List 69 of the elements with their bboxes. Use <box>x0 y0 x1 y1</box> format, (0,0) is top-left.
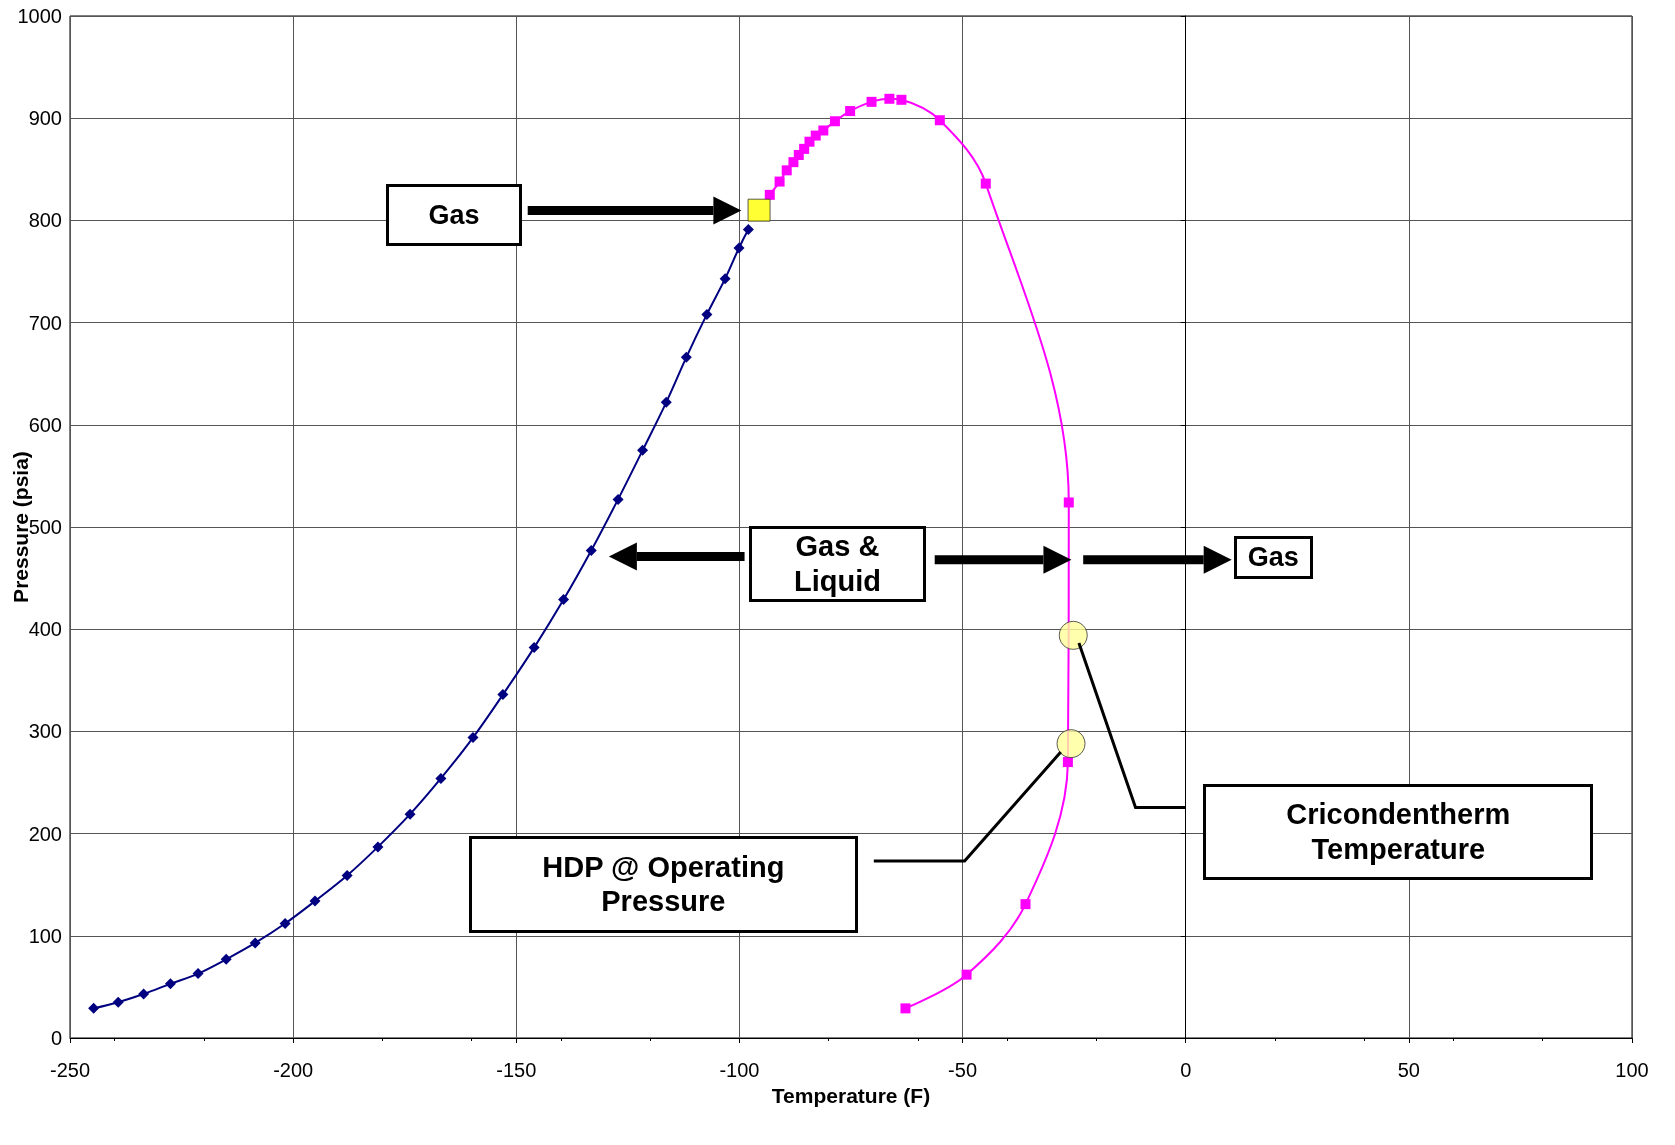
x-tick-label: -200 <box>273 1059 314 1081</box>
x-tick-label: -150 <box>496 1059 537 1081</box>
point <box>372 841 384 853</box>
point <box>341 870 353 881</box>
point <box>1056 729 1086 759</box>
point <box>845 106 856 117</box>
point <box>1063 497 1074 508</box>
point <box>961 969 972 980</box>
x-tick-label: -100 <box>719 1059 760 1081</box>
point <box>742 224 754 236</box>
text-box: Gas <box>386 183 522 246</box>
point <box>900 1003 911 1014</box>
point <box>747 198 771 222</box>
text-box: Gas <box>1233 536 1313 579</box>
text-box: Gas & Liquid <box>749 525 926 603</box>
y-tick-label: 900 <box>28 107 62 130</box>
point <box>585 545 597 557</box>
point <box>404 808 416 820</box>
y-tick-label: 0 <box>50 1027 62 1049</box>
point <box>558 594 570 606</box>
point <box>467 732 479 744</box>
point <box>680 351 692 363</box>
y-tick-label: 200 <box>28 822 62 845</box>
point <box>829 116 840 127</box>
point <box>528 642 540 654</box>
point <box>818 125 829 136</box>
point <box>192 968 204 980</box>
point <box>866 96 877 107</box>
y-tick-label: 700 <box>28 311 62 334</box>
point <box>781 165 792 176</box>
x-tick-label: 0 <box>1180 1059 1192 1081</box>
point <box>612 493 624 505</box>
y-tick-label: 1000 <box>17 5 62 27</box>
point <box>279 918 291 930</box>
point <box>1058 620 1088 650</box>
text-box: HDP @ Operating Pressure <box>468 836 858 933</box>
point <box>934 115 945 126</box>
point <box>435 772 447 784</box>
point <box>774 176 785 187</box>
point <box>88 1002 100 1014</box>
x-tick-label: -250 <box>49 1059 91 1081</box>
point <box>112 996 124 1008</box>
y-tick-label: 400 <box>28 618 62 641</box>
y-tick-label: 100 <box>28 924 62 947</box>
point <box>1020 899 1031 910</box>
point <box>660 396 672 408</box>
point <box>733 242 745 254</box>
point <box>138 988 150 1000</box>
point <box>164 978 176 990</box>
point <box>497 689 509 701</box>
y-tick-label: 600 <box>28 413 62 436</box>
x-tick-label: 100 <box>1615 1059 1649 1081</box>
point <box>637 444 649 456</box>
x-tick-label: -50 <box>948 1059 978 1081</box>
point <box>719 273 731 285</box>
point <box>309 895 321 907</box>
y-tick-label: 300 <box>28 720 62 743</box>
point <box>249 937 261 949</box>
point <box>884 93 895 104</box>
point <box>980 178 991 189</box>
point <box>896 94 907 105</box>
text-box: Cricondentherm Temperature <box>1203 784 1594 881</box>
point <box>764 189 775 200</box>
x-axis-title: Temperature (F) <box>771 1083 931 1107</box>
y-tick-label: 800 <box>28 209 62 232</box>
point <box>220 953 232 965</box>
point <box>701 308 713 320</box>
point <box>1062 757 1073 768</box>
x-tick-label: 50 <box>1397 1059 1420 1081</box>
